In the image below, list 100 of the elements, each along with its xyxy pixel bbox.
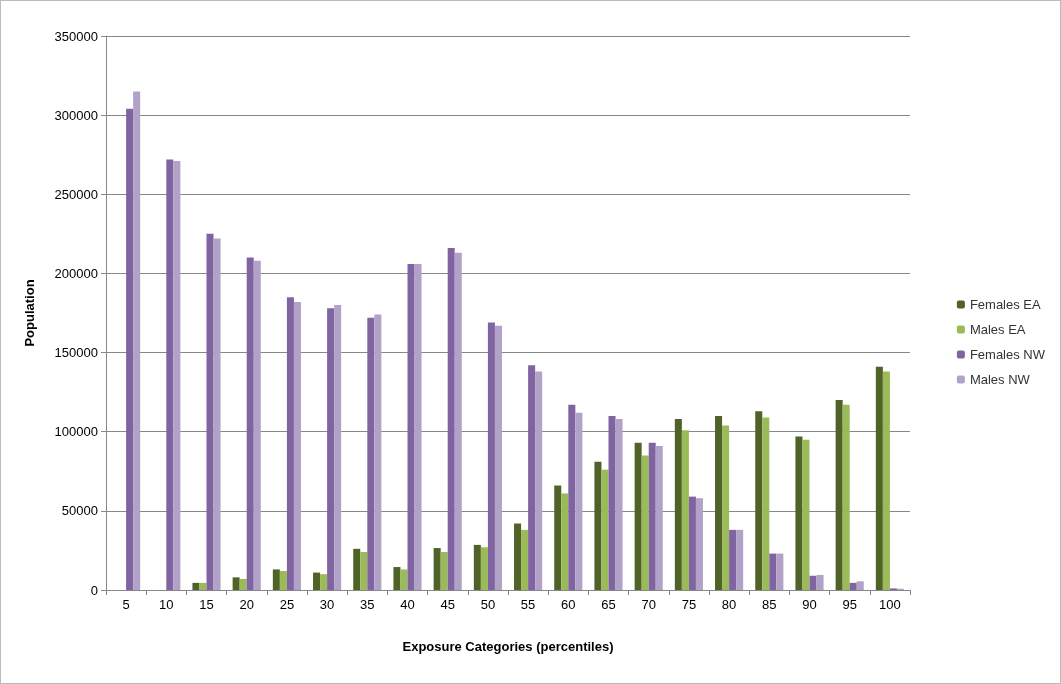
bar <box>575 412 583 590</box>
bar <box>795 436 803 590</box>
legend-label: Females EA <box>969 297 1042 312</box>
bar <box>641 455 649 590</box>
x-tick-label: 45 <box>440 597 455 612</box>
bar <box>695 498 703 590</box>
x-tick-label: 65 <box>601 597 616 612</box>
bar <box>272 569 280 590</box>
bar <box>554 485 562 590</box>
legend-label: Males EA <box>969 322 1026 337</box>
bar <box>374 314 382 590</box>
x-tick-label: 60 <box>561 597 576 612</box>
bar <box>634 442 642 590</box>
x-tick-label: 50 <box>480 597 496 612</box>
legend-label: Males NW <box>969 372 1031 387</box>
bar <box>353 548 361 590</box>
y-tick-label: 50000 <box>61 503 98 519</box>
bar <box>521 529 529 590</box>
bar <box>473 544 481 590</box>
x-axis-title: Exposure Categories (percentiles) <box>402 639 614 654</box>
bar <box>334 305 342 590</box>
x-tick-label: 20 <box>239 597 254 612</box>
bar <box>360 552 368 590</box>
x-tick-label: 75 <box>681 597 697 612</box>
x-tick-label: 100 <box>879 597 901 612</box>
bar <box>802 439 810 590</box>
y-tick-label: 350000 <box>54 28 98 44</box>
bar <box>514 523 522 590</box>
bar <box>454 252 462 590</box>
bar <box>313 572 321 590</box>
bar <box>400 569 408 590</box>
bar <box>601 469 609 590</box>
x-tick-label: 85 <box>762 597 777 612</box>
x-tick-label: 95 <box>842 597 857 612</box>
y-tick-label: 100000 <box>54 424 98 440</box>
bar <box>206 233 214 590</box>
bar <box>762 417 770 590</box>
bar <box>414 263 422 590</box>
bar <box>835 400 843 590</box>
x-tick-label: 35 <box>360 597 375 612</box>
bar <box>561 493 569 590</box>
x-tick-label: 90 <box>802 597 817 612</box>
bar <box>126 108 134 590</box>
bar <box>447 248 455 590</box>
y-tick-label: 300000 <box>54 107 98 123</box>
bar <box>133 91 141 590</box>
bar <box>882 371 890 590</box>
bar <box>213 238 221 590</box>
bar <box>856 581 864 590</box>
bar <box>674 419 682 590</box>
bar <box>480 547 488 590</box>
bar <box>816 574 824 590</box>
bar <box>722 425 730 590</box>
y-tick-label: 200000 <box>54 265 98 281</box>
bar <box>433 548 441 590</box>
bar <box>809 575 817 590</box>
bar <box>494 325 502 590</box>
bar <box>776 553 784 590</box>
x-tick-label: 40 <box>400 597 415 612</box>
x-tick-label: 70 <box>641 597 656 612</box>
bar <box>487 322 495 590</box>
bar <box>286 297 294 590</box>
x-tick-label: 80 <box>721 597 737 612</box>
bar <box>166 159 174 590</box>
bar <box>440 552 448 590</box>
y-axis-title: Population <box>22 279 37 347</box>
bar <box>320 574 328 590</box>
x-tick-label: 30 <box>319 597 335 612</box>
x-tick-label: 55 <box>520 597 536 612</box>
bar <box>568 404 576 590</box>
x-tick-label: 5 <box>122 597 130 612</box>
bar <box>239 578 247 590</box>
bar <box>293 301 301 590</box>
y-tick-label: 250000 <box>54 186 98 202</box>
bar <box>608 415 616 590</box>
bar <box>192 582 200 590</box>
bar <box>528 365 536 590</box>
bar <box>615 419 623 590</box>
bar <box>849 582 857 590</box>
bar <box>648 442 656 590</box>
bar <box>875 366 883 590</box>
bar <box>755 411 763 590</box>
bar <box>715 415 723 590</box>
bar <box>842 404 850 590</box>
bar <box>729 529 737 590</box>
bar <box>173 161 181 590</box>
legend-label: Females NW <box>969 347 1046 362</box>
y-tick-label: 0 <box>90 582 98 598</box>
bar <box>232 577 240 590</box>
bar <box>367 317 375 590</box>
bar <box>535 371 543 590</box>
bar <box>681 430 689 590</box>
bar <box>199 582 207 590</box>
bar <box>393 567 401 590</box>
bar <box>407 263 415 590</box>
bar <box>736 529 744 590</box>
bar <box>246 257 254 590</box>
bar <box>688 496 696 590</box>
bar <box>594 461 602 590</box>
y-tick-label: 150000 <box>54 345 98 361</box>
